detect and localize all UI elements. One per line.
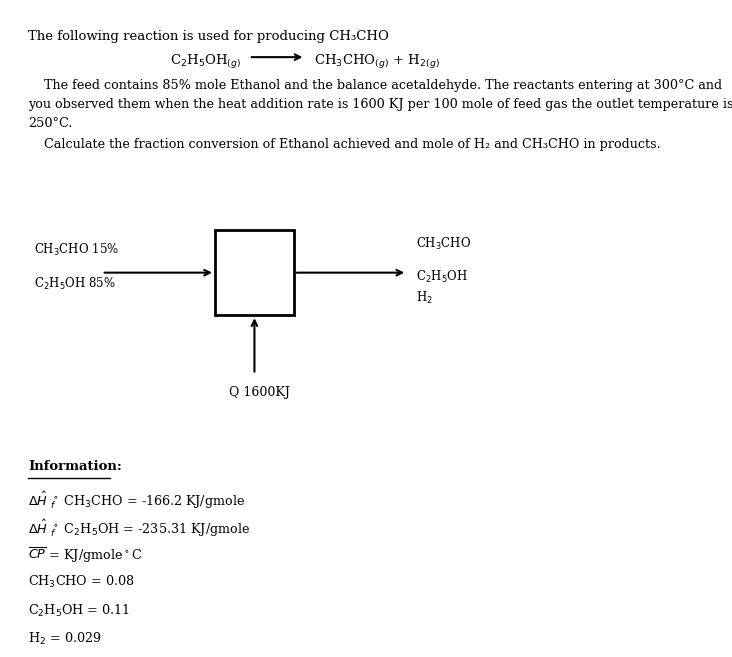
Text: H$_2$ = 0.029: H$_2$ = 0.029	[29, 631, 102, 647]
Text: The feed contains 85% mole Ethanol and the balance acetaldehyde. The reactants e: The feed contains 85% mole Ethanol and t…	[29, 79, 732, 130]
Text: C$_2$H$_5$OH: C$_2$H$_5$OH	[416, 269, 468, 286]
Text: CH$_3$CHO$_{(g)}$ + H$_2$$_{(g)}$: CH$_3$CHO$_{(g)}$ + H$_2$$_{(g)}$	[314, 53, 440, 70]
Text: $\Delta\hat{H}$ $^\circ_f$ C$_2$H$_5$OH = -235.31 KJ/gmole: $\Delta\hat{H}$ $^\circ_f$ C$_2$H$_5$OH …	[29, 518, 250, 539]
Text: CH$_3$CHO = 0.08: CH$_3$CHO = 0.08	[29, 574, 135, 591]
Text: The following reaction is used for producing CH₃CHO: The following reaction is used for produ…	[29, 30, 389, 43]
Text: H$_2$: H$_2$	[416, 290, 433, 306]
Text: CH$_3$CHO 15%: CH$_3$CHO 15%	[34, 242, 119, 258]
Text: Calculate the fraction conversion of Ethanol achieved and mole of H₂ and CH₃CHO : Calculate the fraction conversion of Eth…	[29, 138, 661, 151]
Bar	[215, 230, 294, 315]
Text: C$_2$H$_5$OH = 0.11: C$_2$H$_5$OH = 0.11	[29, 602, 130, 619]
Text: Q 1600KJ: Q 1600KJ	[229, 386, 290, 399]
Text: CH$_3$CHO: CH$_3$CHO	[416, 235, 471, 252]
Text: $\overline{CP}$ = KJ/gmole$^\circ$C: $\overline{CP}$ = KJ/gmole$^\circ$C	[29, 546, 143, 565]
Text: $\Delta\hat{H}$ $^\circ_f$ CH$_3$CHO = -166.2 KJ/gmole: $\Delta\hat{H}$ $^\circ_f$ CH$_3$CHO = -…	[29, 489, 245, 511]
Text: Information:: Information:	[29, 460, 122, 473]
Text: C$_2$H$_5$OH$_{(g)}$: C$_2$H$_5$OH$_{(g)}$	[170, 53, 241, 70]
Text: C$_2$H$_5$OH 85%: C$_2$H$_5$OH 85%	[34, 276, 116, 292]
